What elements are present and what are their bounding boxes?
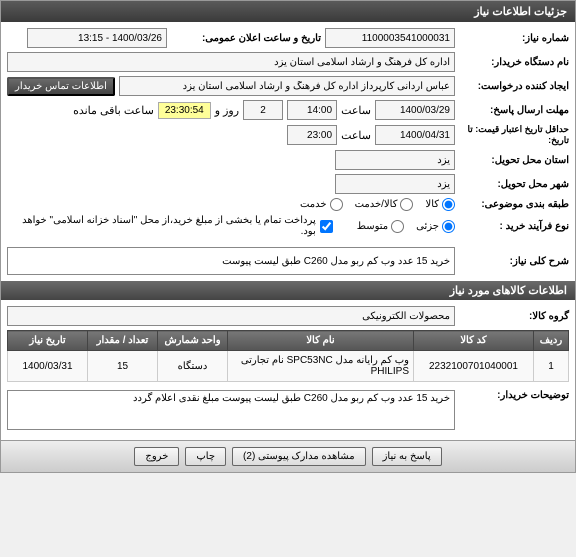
buyer-org-label: نام دستگاه خریدار: <box>459 57 569 68</box>
buyer-org-input <box>7 52 455 72</box>
creator-label: ایجاد کننده درخواست: <box>459 81 569 92</box>
buytype-radios: جزئی متوسط <box>357 220 455 233</box>
creator-input <box>119 76 455 96</box>
announce-date-input <box>27 28 167 48</box>
buytype-radio-0[interactable] <box>442 220 455 233</box>
city-input <box>335 174 455 194</box>
buyer-notes-label: توضیحات خریدار: <box>459 390 569 401</box>
validity-time <box>287 125 337 145</box>
need-no-label: شماره نیاز: <box>459 33 569 44</box>
time-label-2: ساعت <box>341 129 371 142</box>
buyer-notes-input[interactable] <box>7 390 455 430</box>
reply-deadline-date <box>375 100 455 120</box>
attachments-button[interactable]: مشاهده مدارک پیوستی (2) <box>232 447 366 466</box>
cell-qty: 15 <box>88 351 158 382</box>
buytype-radio-1[interactable] <box>391 220 404 233</box>
province-input <box>335 150 455 170</box>
col-code: کد کالا <box>414 331 534 351</box>
reply-deadline-days <box>243 100 283 120</box>
panel-body: شماره نیاز: تاریخ و ساعت اعلان عمومی: نا… <box>1 22 575 440</box>
print-button[interactable]: چاپ <box>185 447 226 466</box>
cell-idx: 1 <box>534 351 569 382</box>
reply-button[interactable]: پاسخ به نیاز <box>372 447 442 466</box>
grouping-opt-0[interactable]: کالا <box>425 198 455 211</box>
grouping-radios: کالا کالا/خدمت خدمت <box>300 198 455 211</box>
col-date: تاریخ نیاز <box>8 331 88 351</box>
col-name: نام کالا <box>228 331 414 351</box>
panel-title: جزئیات اطلاعات نیاز <box>1 1 575 22</box>
payment-checkbox[interactable] <box>320 220 333 233</box>
col-unit: واحد شمارش <box>158 331 228 351</box>
items-table: ردیف کد کالا نام کالا واحد شمارش تعداد /… <box>7 330 569 382</box>
group-input <box>7 306 455 326</box>
col-idx: ردیف <box>534 331 569 351</box>
footer-buttons: پاسخ به نیاز مشاهده مدارک پیوستی (2) چاپ… <box>1 440 575 472</box>
remain-label: ساعت باقی مانده <box>73 104 154 117</box>
main-panel: جزئیات اطلاعات نیاز شماره نیاز: تاریخ و … <box>0 0 576 473</box>
group-label: گروه کالا: <box>459 311 569 322</box>
cell-code: 2232100701040001 <box>414 351 534 382</box>
need-no-input <box>325 28 455 48</box>
grouping-radio-0[interactable] <box>442 198 455 211</box>
cell-date: 1400/03/31 <box>8 351 88 382</box>
items-section-header: اطلاعات کالاهای مورد نیاز <box>1 281 575 300</box>
time-label-1: ساعت <box>341 104 371 117</box>
cell-name: وب کم رایانه مدل SPC53NC نام تجارتی PHIL… <box>228 351 414 382</box>
countdown-timer: 23:30:54 <box>158 102 211 119</box>
need-title-input[interactable] <box>7 247 455 275</box>
province-label: استان محل تحویل: <box>459 155 569 166</box>
exit-button[interactable]: خروج <box>134 447 179 466</box>
days-label: روز و <box>215 104 239 117</box>
buytype-opt-0[interactable]: جزئی <box>416 220 455 233</box>
validity-date <box>375 125 455 145</box>
validity-label: حداقل تاریخ اعتبار قیمت: تا تاریخ: <box>459 124 569 146</box>
city-label: شهر محل تحویل: <box>459 179 569 190</box>
grouping-opt-1[interactable]: کالا/خدمت <box>355 198 414 211</box>
payment-note: پرداخت تمام یا بخشی از مبلغ خرید،از محل … <box>7 215 316 237</box>
col-qty: تعداد / مقدار <box>88 331 158 351</box>
reply-deadline-label: مهلت ارسال پاسخ: <box>459 105 569 116</box>
cell-unit: دستگاه <box>158 351 228 382</box>
grouping-radio-2[interactable] <box>330 198 343 211</box>
grouping-radio-1[interactable] <box>400 198 413 211</box>
reply-deadline-time <box>287 100 337 120</box>
buytype-label: نوع فرآیند خرید : <box>459 221 569 232</box>
table-row[interactable]: 1 2232100701040001 وب کم رایانه مدل SPC5… <box>8 351 569 382</box>
contact-buyer-button[interactable]: اطلاعات تماس خریدار <box>7 77 115 96</box>
table-header-row: ردیف کد کالا نام کالا واحد شمارش تعداد /… <box>8 331 569 351</box>
need-title-label: شرح کلی نیاز: <box>459 256 569 267</box>
buytype-opt-1[interactable]: متوسط <box>357 220 404 233</box>
grouping-opt-2[interactable]: خدمت <box>300 198 343 211</box>
grouping-label: طبقه بندی موضوعی: <box>459 199 569 210</box>
announce-date-label: تاریخ و ساعت اعلان عمومی: <box>171 33 321 44</box>
